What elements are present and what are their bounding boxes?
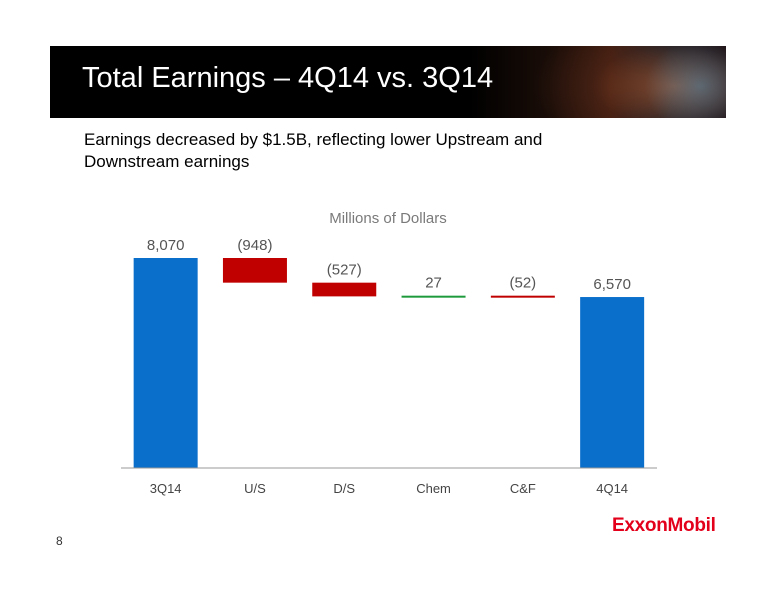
bar-c-f [490, 295, 555, 298]
chart-category-labels: 3Q14 U/S D/S Chem C&F 4Q14 [150, 481, 628, 496]
bar-d-s [312, 282, 377, 297]
page-subtitle: Earnings decreased by $1.5B, reflecting … [84, 130, 543, 171]
x-tick-label: Chem [416, 481, 451, 496]
header-decoration-highlight [640, 46, 726, 118]
x-tick-label: C&F [510, 481, 536, 496]
x-tick-label: 4Q14 [596, 481, 628, 496]
data-label: (52) [510, 275, 537, 292]
bar-3q14 [133, 258, 198, 468]
title-bar: Total Earnings – 4Q14 vs. 3Q14 [50, 46, 726, 118]
chart-title: Millions of Dollars [329, 210, 447, 227]
x-tick-label: 3Q14 [150, 481, 182, 496]
header-decoration [530, 46, 726, 118]
page-title: Total Earnings – 4Q14 vs. 3Q14 [82, 62, 494, 94]
data-label: (527) [327, 262, 362, 279]
bar-4q14 [580, 297, 645, 468]
page-number: 8 [56, 534, 63, 548]
chart-value-labels: 8,070 (948) (527) 27 (52) 6,570 [147, 237, 631, 293]
exxonmobil-logo: ExxonMobil [612, 515, 716, 536]
chart-bars [133, 258, 645, 468]
data-label: 27 [425, 275, 442, 292]
x-tick-label: D/S [333, 481, 355, 496]
data-label: 6,570 [593, 276, 631, 293]
x-tick-label: U/S [244, 481, 266, 496]
bar-chem [401, 295, 466, 298]
data-label: (948) [237, 237, 272, 254]
bar-u-s [222, 258, 287, 283]
data-label: 8,070 [147, 237, 185, 254]
